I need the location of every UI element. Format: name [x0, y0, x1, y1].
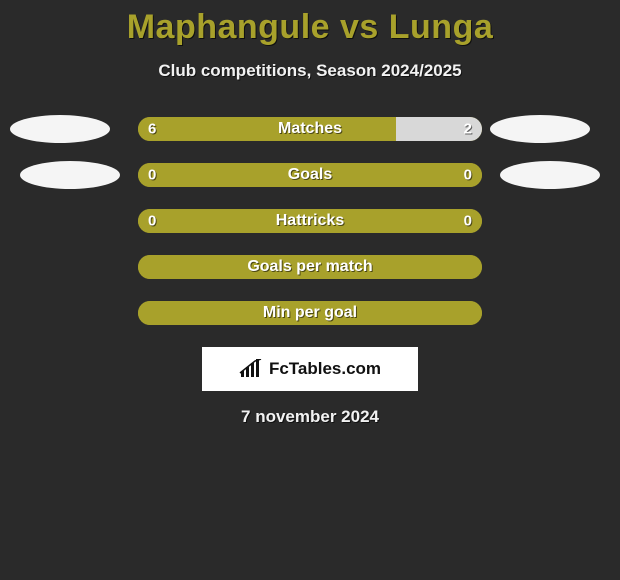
player-right-ellipse [500, 161, 600, 189]
comparison-infographic: Maphangule vs Lunga Club competitions, S… [0, 0, 620, 580]
stat-row: 0 0 Goals [0, 163, 620, 187]
stat-bar: 0 0 Goals [138, 163, 482, 187]
stat-value-left: 0 [148, 213, 156, 230]
bar-fill-left [138, 117, 396, 141]
stat-row: 0 0 Hattricks [0, 209, 620, 233]
stat-bar: 6 2 Matches [138, 117, 482, 141]
stat-row: Goals per match [0, 255, 620, 279]
stat-label: Goals per match [247, 258, 372, 276]
player-right-ellipse [490, 115, 590, 143]
bar-chart-icon [239, 359, 263, 379]
stat-label: Matches [278, 120, 342, 138]
stat-value-right: 2 [464, 121, 472, 138]
stat-value-right: 0 [464, 167, 472, 184]
player-left-ellipse [20, 161, 120, 189]
stat-label: Hattricks [276, 212, 344, 230]
page-subtitle: Club competitions, Season 2024/2025 [0, 61, 620, 81]
brand-box: FcTables.com [202, 347, 418, 391]
stat-bar: 0 0 Hattricks [138, 209, 482, 233]
footer-date: 7 november 2024 [0, 407, 620, 427]
stat-bar: Min per goal [138, 301, 482, 325]
player-left-ellipse [10, 115, 110, 143]
stat-value-right: 0 [464, 213, 472, 230]
stat-rows: 6 2 Matches 0 0 Goals 0 0 Hattricks Goals per mat… [0, 117, 620, 325]
stat-row: 6 2 Matches [0, 117, 620, 141]
stat-value-left: 0 [148, 167, 156, 184]
stat-bar: Goals per match [138, 255, 482, 279]
brand-text: FcTables.com [269, 359, 381, 379]
stat-row: Min per goal [0, 301, 620, 325]
stat-value-left: 6 [148, 121, 156, 138]
page-title: Maphangule vs Lunga [0, 0, 620, 47]
stat-label: Min per goal [263, 304, 357, 322]
stat-label: Goals [288, 166, 332, 184]
